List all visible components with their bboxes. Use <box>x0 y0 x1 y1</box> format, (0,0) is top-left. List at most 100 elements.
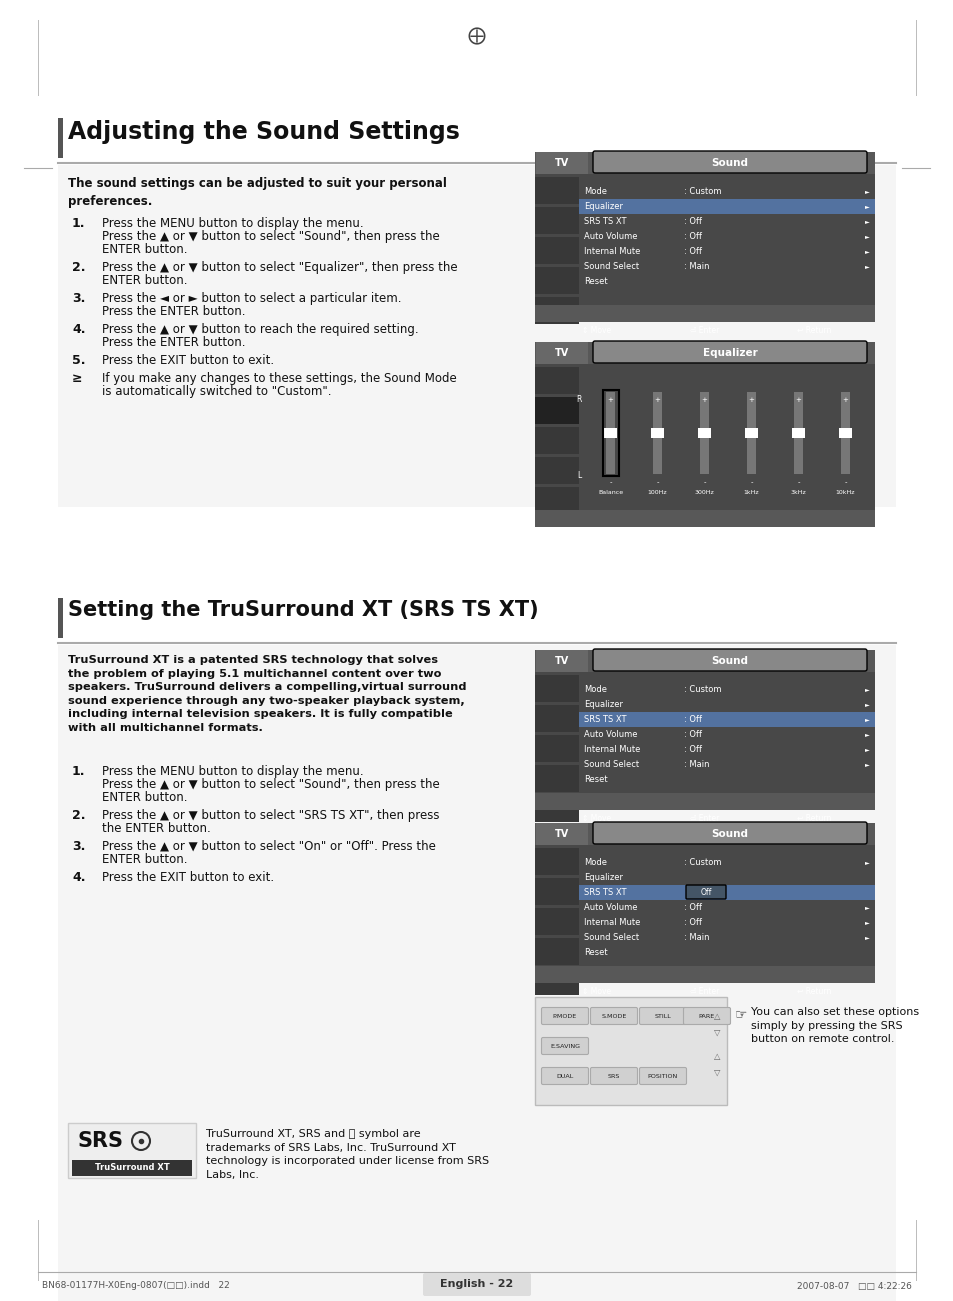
Text: Press the ▲ or ▼ button to select "Sound", then press the: Press the ▲ or ▼ button to select "Sound… <box>102 778 439 791</box>
Text: Mode: Mode <box>583 857 606 866</box>
Text: Internal Mute: Internal Mute <box>583 745 639 755</box>
Text: Reset: Reset <box>583 948 607 958</box>
Text: ▽: ▽ <box>713 1028 720 1037</box>
Text: ↩ Return: ↩ Return <box>796 987 830 997</box>
Bar <box>793 392 802 474</box>
Text: Sound Select: Sound Select <box>583 933 639 942</box>
Text: 5.: 5. <box>71 354 86 367</box>
Text: ►: ► <box>864 219 869 224</box>
Bar <box>698 428 710 438</box>
Text: -: - <box>656 479 659 485</box>
Text: TV: TV <box>555 656 569 666</box>
Text: TV: TV <box>555 157 569 168</box>
Text: BN68-01177H-X0Eng-0807(□□).indd   22: BN68-01177H-X0Eng-0807(□□).indd 22 <box>42 1281 230 1291</box>
FancyBboxPatch shape <box>639 1068 686 1085</box>
Text: Equalizer: Equalizer <box>702 347 757 358</box>
Text: You can also set these options
simply by pressing the SRS
button on remote contr: You can also set these options simply by… <box>750 1007 918 1045</box>
FancyBboxPatch shape <box>593 151 866 173</box>
Bar <box>536 824 587 846</box>
Text: If you make any changes to these settings, the Sound Mode: If you make any changes to these setting… <box>102 372 456 385</box>
Text: : Off: : Off <box>683 217 701 226</box>
Bar <box>535 794 874 811</box>
Bar <box>744 428 758 438</box>
Text: Auto Volume: Auto Volume <box>583 730 637 739</box>
Bar <box>535 938 578 965</box>
Text: The sound settings can be adjusted to suit your personal
preferences.: The sound settings can be adjusted to su… <box>68 177 446 208</box>
Bar <box>535 152 874 174</box>
Text: the ENTER button.: the ENTER button. <box>102 822 211 835</box>
Text: ►: ► <box>864 905 869 909</box>
Text: P.MODE: P.MODE <box>553 1013 577 1019</box>
Text: POSITION: POSITION <box>647 1073 678 1079</box>
Bar <box>535 397 578 424</box>
Bar <box>535 342 874 527</box>
Bar <box>652 392 661 474</box>
Text: : Main: : Main <box>683 933 709 942</box>
Text: Press the EXIT button to exit.: Press the EXIT button to exit. <box>102 354 274 367</box>
Bar <box>68 1123 195 1177</box>
Text: Press the MENU button to display the menu.: Press the MENU button to display the men… <box>102 217 363 230</box>
Bar <box>535 765 578 792</box>
Bar <box>535 297 578 324</box>
Bar <box>58 118 63 157</box>
Text: TruSurround XT is a patented SRS technology that solves
the problem of playing 5: TruSurround XT is a patented SRS technol… <box>68 654 466 732</box>
Text: ►: ► <box>864 204 869 209</box>
Text: ⏎ Enter: ⏎ Enter <box>690 814 719 824</box>
Text: English - 22: English - 22 <box>440 1279 513 1289</box>
Bar <box>838 428 851 438</box>
Text: 3.: 3. <box>71 840 85 853</box>
Text: Equalizer: Equalizer <box>583 873 622 882</box>
Text: ►: ► <box>864 762 869 768</box>
Text: Off: Off <box>700 889 711 896</box>
Text: Press the ENTER button.: Press the ENTER button. <box>102 304 245 317</box>
Text: ►: ► <box>864 264 869 269</box>
Text: : Off: : Off <box>683 716 701 723</box>
Text: Reset: Reset <box>583 775 607 785</box>
Text: Press the ▲ or ▼ button to select "On" or "Off". Press the: Press the ▲ or ▼ button to select "On" o… <box>102 840 436 853</box>
Text: ↩ Return: ↩ Return <box>796 531 830 540</box>
Bar <box>535 487 578 514</box>
Bar <box>602 390 618 476</box>
Text: ⇕ Move: ⇕ Move <box>581 531 610 540</box>
Text: 4.: 4. <box>71 323 86 336</box>
Text: △: △ <box>713 1012 720 1021</box>
Text: Adjusting the Sound Settings: Adjusting the Sound Settings <box>68 120 459 144</box>
Text: ↩ Return: ↩ Return <box>796 814 830 824</box>
Text: S.MODE: S.MODE <box>600 1013 626 1019</box>
Bar <box>535 650 874 673</box>
Text: TruSurround XT: TruSurround XT <box>94 1163 170 1172</box>
Text: 1.: 1. <box>71 217 86 230</box>
Text: -: - <box>797 479 799 485</box>
FancyBboxPatch shape <box>541 1007 588 1024</box>
Text: SRS: SRS <box>607 1073 619 1079</box>
Text: Auto Volume: Auto Volume <box>583 903 637 912</box>
Bar <box>535 675 578 703</box>
Bar <box>535 342 874 364</box>
Text: SRS TS XT: SRS TS XT <box>583 716 626 723</box>
Text: ►: ► <box>864 920 869 925</box>
Text: Setting the TruSurround XT (SRS TS XT): Setting the TruSurround XT (SRS TS XT) <box>68 600 538 621</box>
Bar <box>535 824 874 846</box>
Text: -: - <box>609 479 611 485</box>
Bar <box>535 824 874 984</box>
Text: 2.: 2. <box>71 809 86 822</box>
Bar <box>650 428 663 438</box>
Bar <box>535 367 578 394</box>
FancyBboxPatch shape <box>422 1272 531 1296</box>
Bar <box>700 392 708 474</box>
Text: 300Hz: 300Hz <box>694 489 714 494</box>
FancyBboxPatch shape <box>590 1068 637 1085</box>
Bar <box>535 237 578 264</box>
Text: ▽: ▽ <box>713 1068 720 1076</box>
Bar <box>536 650 587 673</box>
Text: STILL: STILL <box>654 1013 671 1019</box>
Text: ENTER button.: ENTER button. <box>102 243 188 256</box>
Bar <box>841 392 849 474</box>
Text: ⨁: ⨁ <box>468 27 485 46</box>
Text: Balance: Balance <box>598 489 622 494</box>
Text: : Main: : Main <box>683 760 709 769</box>
Bar <box>578 885 874 900</box>
Text: ⇕ Move: ⇕ Move <box>581 814 610 824</box>
Text: ►: ► <box>864 189 869 194</box>
Text: Press the EXIT button to exit.: Press the EXIT button to exit. <box>102 870 274 883</box>
